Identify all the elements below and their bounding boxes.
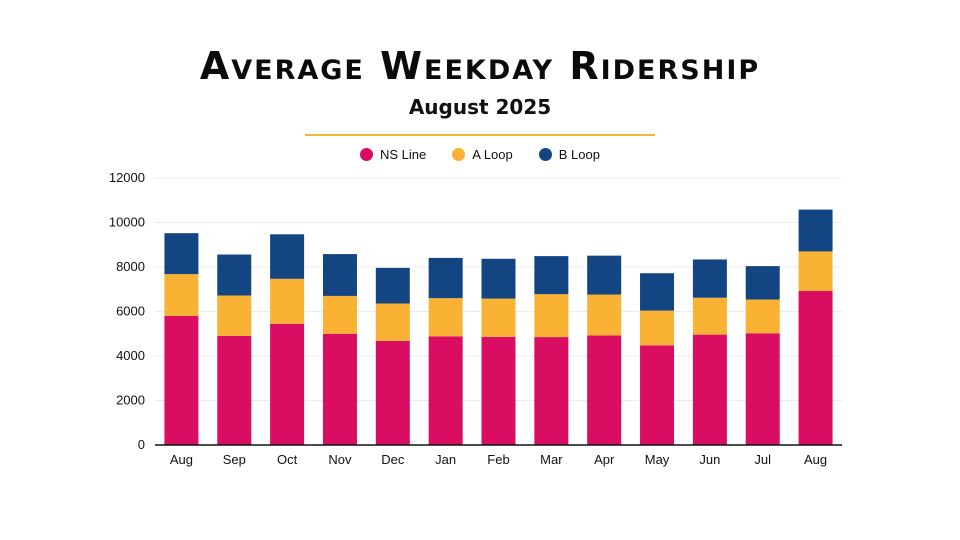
bar-ns-line xyxy=(640,345,675,445)
legend-label-ns-line: NS Line xyxy=(380,146,427,162)
bar-ns-line xyxy=(322,333,357,445)
bar-a-loop xyxy=(534,294,569,338)
x-tick-label: May xyxy=(645,452,670,467)
bar-a-loop xyxy=(745,299,780,334)
x-tick-label: Jun xyxy=(699,452,720,467)
bar-a-loop xyxy=(164,274,199,316)
x-tick-label: Aug xyxy=(170,452,193,467)
x-tick-label: Jul xyxy=(754,452,771,467)
bar-ns-line xyxy=(481,336,516,445)
x-tick-label: Oct xyxy=(277,452,298,467)
legend-label-b-loop: B Loop xyxy=(558,146,600,162)
bar-a-loop xyxy=(640,310,675,346)
bar-b-loop xyxy=(587,255,622,295)
bar-a-loop xyxy=(587,294,622,336)
bar-b-loop xyxy=(428,257,463,299)
bar-ns-line xyxy=(587,335,622,445)
bar-b-loop xyxy=(375,267,410,304)
bar-a-loop xyxy=(798,251,833,292)
x-tick-label: Feb xyxy=(487,452,509,467)
x-tick-label: Nov xyxy=(328,452,352,467)
bar-b-loop xyxy=(745,266,780,300)
bar-a-loop xyxy=(375,303,410,341)
title-divider xyxy=(305,134,655,136)
bar-a-loop xyxy=(322,295,357,334)
bar-b-loop xyxy=(270,234,305,279)
bar-b-loop xyxy=(692,259,727,298)
chart-subtitle: August 2025 xyxy=(408,95,552,119)
legend-label-a-loop: A Loop xyxy=(472,146,513,162)
y-tick-label: 4000 xyxy=(116,348,145,363)
x-tick-label: Aug xyxy=(804,452,827,467)
bar-b-loop xyxy=(164,233,199,275)
legend-item-a-loop: A Loop xyxy=(452,144,513,164)
bar-ns-line xyxy=(164,315,199,445)
bar-a-loop xyxy=(692,297,727,335)
bar-a-loop xyxy=(217,295,252,336)
bar-ns-line xyxy=(692,334,727,445)
y-tick-label: 10000 xyxy=(109,215,145,230)
bar-ns-line xyxy=(745,333,780,445)
bar-b-loop xyxy=(481,258,516,299)
bar-b-loop xyxy=(798,209,833,252)
x-tick-label: Dec xyxy=(381,452,405,467)
bar-ns-line xyxy=(375,340,410,445)
bar-b-loop xyxy=(534,256,569,295)
legend-item-b-loop: B Loop xyxy=(538,144,600,164)
chart-legend: NS Line A Loop B Loop xyxy=(0,144,960,164)
bar-a-loop xyxy=(481,298,516,337)
bar-a-loop xyxy=(270,278,305,324)
x-tick-label: Jan xyxy=(435,452,456,467)
legend-swatch-a-loop xyxy=(452,147,466,161)
legend-swatch-b-loop xyxy=(538,147,552,161)
bar-ns-line xyxy=(270,323,305,445)
bar-ns-line xyxy=(798,291,833,445)
bar-ns-line xyxy=(428,336,463,445)
bar-ns-line xyxy=(217,335,252,445)
chart-title: Average Weekday Ridership xyxy=(199,44,761,88)
legend-item-ns-line: NS Line xyxy=(360,144,426,164)
y-tick-label: 2000 xyxy=(116,393,145,408)
bar-b-loop xyxy=(217,254,252,296)
legend-swatch-ns-line xyxy=(360,147,374,161)
x-tick-label: Apr xyxy=(594,452,615,467)
x-tick-label: Sep xyxy=(223,452,246,467)
y-tick-label: 0 xyxy=(138,437,145,452)
bar-b-loop xyxy=(640,273,675,311)
y-tick-label: 8000 xyxy=(116,259,145,274)
bar-ns-line xyxy=(534,337,569,445)
bar-a-loop xyxy=(428,298,463,337)
y-tick-label: 12000 xyxy=(109,170,145,185)
x-tick-label: Mar xyxy=(540,452,563,467)
y-tick-label: 6000 xyxy=(116,304,145,319)
bar-b-loop xyxy=(322,254,357,296)
